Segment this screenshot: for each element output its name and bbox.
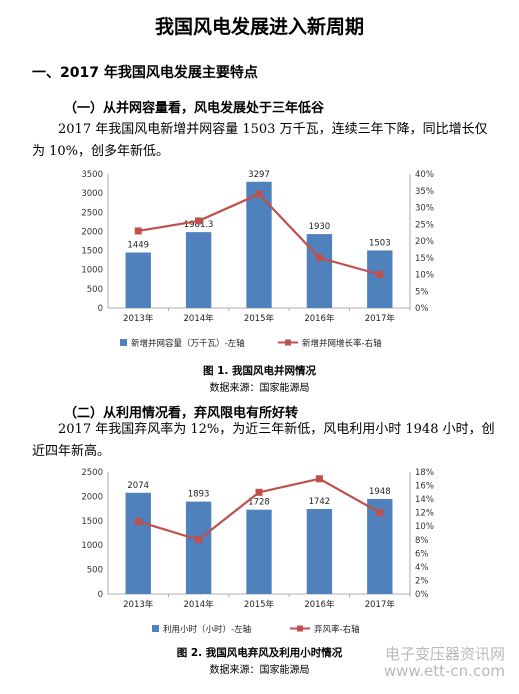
y-left-tick-label: 0: [98, 304, 103, 314]
y-left-tick-label: 1500: [81, 247, 103, 257]
bar-value-label: 1742: [309, 497, 331, 507]
x-tick-label: 2014年: [184, 599, 215, 610]
bar: [306, 508, 333, 594]
y-left-tick-label: 500: [87, 566, 103, 576]
bar-value-label: 1728: [248, 498, 270, 508]
y-right-tick-label: 16%: [415, 482, 434, 492]
line-point: [134, 517, 142, 525]
y-left-tick-label: 500: [87, 285, 103, 295]
grid-capacity-chart: 0 500 1000 1500 2000 2500 3000 3500 0% 5% 10% 15% 20…: [81, 170, 434, 349]
y-right-tick-label: 6%: [415, 549, 429, 559]
legend-line-marker: [285, 339, 291, 346]
y-left-tick-label: 2500: [81, 208, 103, 218]
y-left-tick-label: 2000: [81, 227, 103, 237]
bar: [125, 492, 151, 594]
y-right-tick-label: 30%: [415, 204, 434, 214]
subsection-heading-2: （二）从利用情况看，弃风限电有所好转: [64, 406, 299, 421]
y-left-tick-label: 1000: [81, 266, 103, 276]
subsection-heading-1: （一）从并网容量看，风电发展处于三年低谷: [64, 101, 325, 116]
legend-line-label: 弃风率-右轴: [314, 624, 360, 635]
bar: [185, 501, 212, 594]
x-tick-label: 2016年: [304, 313, 335, 324]
y-right-tick-label: 0%: [415, 590, 429, 600]
watermark-line-1: 电子变压器资讯网: [384, 645, 505, 663]
paragraph-1: 2017 年我国风电新增并网容量 1503 万千瓦，连续三年下降，同比增长仅为 …: [32, 122, 488, 159]
y-right-tick-label: 25%: [415, 220, 434, 230]
y-right-tick-label: 14%: [415, 495, 434, 505]
figure-2-source: 数据来源：国家能源局: [209, 665, 310, 676]
section-heading: 一、2017 年我国风电发展主要特点: [32, 65, 258, 81]
y-left-tick-label: 0: [98, 590, 103, 600]
line-point: [376, 509, 384, 517]
y-right-tick-label: 10%: [415, 522, 434, 532]
x-tick-label: 2017年: [365, 599, 396, 610]
y-right-tick-label: 2%: [415, 576, 429, 586]
y-left-tick-label: 2500: [81, 468, 103, 478]
page-title: 我国风电发展进入新周期: [154, 16, 364, 38]
line-point: [315, 254, 323, 262]
x-tick-label: 2017年: [365, 313, 396, 324]
bar: [246, 181, 272, 308]
y-left-tick-label: 3000: [81, 189, 103, 199]
line-point: [195, 217, 203, 225]
x-tick-label: 2015年: [244, 313, 275, 324]
bar-value-label: 3297: [248, 170, 270, 180]
watermark: 电子变压器资讯网 www.ett-cn.com: [384, 646, 505, 680]
y-right-tick-label: 15%: [415, 254, 434, 264]
legend-line-marker: [297, 625, 303, 632]
bar: [246, 509, 272, 594]
bar: [306, 234, 333, 308]
line-point: [195, 536, 203, 544]
bar-value-label: 1449: [127, 241, 149, 251]
x-tick-label: 2013年: [123, 313, 154, 324]
bar-value-label: 1503: [369, 238, 391, 248]
y-right-tick-label: 12%: [415, 509, 434, 519]
line-point: [134, 227, 142, 235]
bar-value-label: 1948: [369, 487, 391, 497]
y-right-tick-label: 35%: [415, 187, 434, 197]
y-right-tick-label: 0%: [415, 304, 429, 314]
y-right-tick-label: 18%: [415, 468, 434, 478]
line-point: [255, 488, 263, 496]
bar-value-label: 1981.3: [184, 220, 214, 230]
y-left-tick-label: 1000: [81, 541, 103, 551]
figure-1-caption: 图 1. 我国风电并网情况: [202, 365, 317, 377]
curtailment-chart: 0 500 1000 1500 2000 2500 0% 2% 4% 6% 8% 10% 12% 14% 1…: [81, 468, 434, 635]
legend-line-label: 新增并网增长率-右轴: [302, 338, 382, 349]
line-point: [255, 190, 263, 198]
y-left-tick-label: 3500: [81, 170, 103, 180]
y-right-tick-label: 5%: [415, 287, 429, 297]
bar-value-label: 1893: [188, 490, 210, 500]
y-right-tick-label: 20%: [415, 237, 434, 247]
legend-bar-swatch: [152, 625, 159, 632]
y-left-tick-label: 2000: [81, 492, 103, 502]
paragraph-2: 2017 年我国弃风率为 12%，为近三年新低，风电利用小时 1948 小时，创…: [32, 422, 495, 459]
bar: [367, 250, 393, 308]
y-right-tick-label: 10%: [415, 271, 434, 281]
watermark-line-2: www.ett-cn.com: [383, 662, 505, 680]
x-tick-label: 2015年: [244, 599, 275, 610]
figure-2-caption: 图 2. 我国风电弃风及利用小时情况: [176, 647, 343, 659]
figure-1-source: 数据来源：国家能源局: [209, 383, 310, 394]
y-left-tick-label: 1500: [81, 517, 103, 527]
bar: [125, 252, 151, 308]
legend-bar-label: 利用小时（小时）-左轴: [163, 624, 251, 635]
x-tick-label: 2013年: [123, 599, 154, 610]
bar: [185, 232, 212, 308]
x-tick-label: 2016年: [304, 599, 335, 610]
y-right-tick-label: 4%: [415, 563, 429, 573]
x-tick-label: 2014年: [184, 313, 215, 324]
y-right-tick-label: 40%: [415, 170, 434, 180]
legend-bar-swatch: [120, 339, 127, 346]
legend-bar-label: 新增并网容量（万千瓦）-左轴: [131, 338, 245, 349]
line-point: [315, 475, 323, 483]
y-right-tick-label: 8%: [415, 536, 429, 546]
line-point: [376, 271, 384, 278]
bar-value-label: 1930: [309, 222, 331, 232]
bar-value-label: 2074: [127, 481, 149, 491]
